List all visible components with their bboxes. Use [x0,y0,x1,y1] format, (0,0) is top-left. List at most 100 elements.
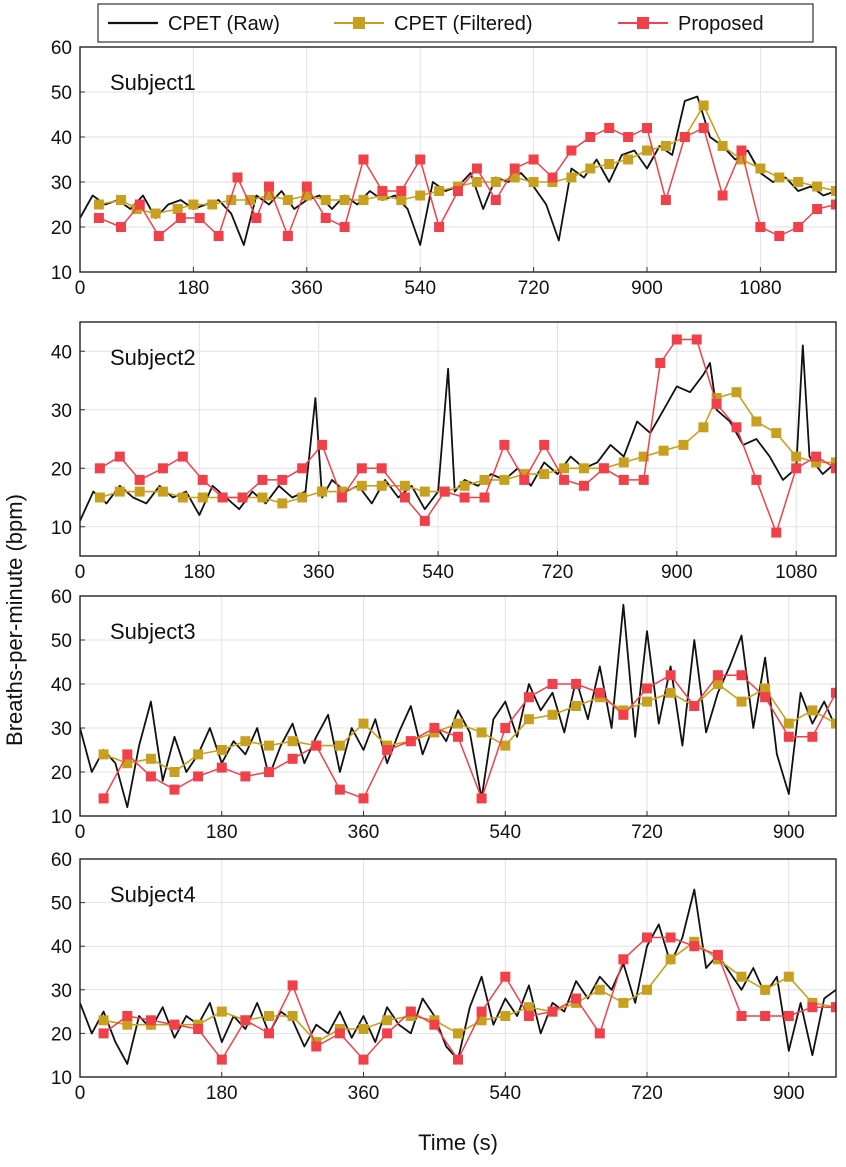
data-point-proposed [831,1002,836,1013]
y-tick-label: 40 [51,128,72,149]
legend-item-proposed: Proposed [618,13,764,35]
x-tick-label: 0 [75,822,86,843]
data-point-cpet-filtered [490,177,501,187]
data-point-cpet-filtered [301,190,312,201]
x-tick-label: 540 [404,278,436,299]
data-point-cpet-filtered [193,749,204,760]
data-point-proposed [434,222,445,232]
data-point-proposed [382,1028,393,1039]
data-point-proposed [774,231,785,241]
data-point-cpet-filtered [658,445,669,456]
data-point-cpet-filtered [134,486,145,497]
data-point-proposed [642,932,652,943]
series-group [80,334,836,538]
data-point-proposed [382,745,393,755]
data-point-proposed [453,186,463,196]
data-point-proposed [528,154,539,165]
data-point-proposed [736,670,747,681]
y-tick-label: 50 [51,894,72,915]
data-point-proposed [145,1015,156,1026]
data-point-proposed [399,492,410,503]
data-point-proposed [177,451,188,462]
y-tick-label: 40 [51,937,72,958]
data-point-cpet-filtered [197,492,208,503]
data-point-proposed [98,793,109,804]
data-point-proposed [812,204,823,214]
data-point-proposed [500,723,511,733]
data-point-cpet-filtered [358,718,369,729]
panel-label: Subject1 [110,70,196,95]
data-point-cpet-filtered [774,172,785,183]
y-tick-label: 10 [51,807,72,828]
y-tick-label: 40 [51,675,72,696]
data-point-proposed [240,1015,251,1026]
data-point-proposed [358,1054,369,1065]
data-point-proposed [831,463,836,474]
data-point-cpet-filtered [396,195,407,205]
y-tick-label: 50 [51,83,72,104]
y-tick-label: 20 [51,1024,72,1045]
data-point-proposed [660,195,671,205]
data-point-cpet-filtered [476,1015,487,1026]
x-tick-label: 1080 [775,562,817,583]
data-point-cpet-filtered [257,492,268,503]
data-point-proposed [783,1011,794,1021]
plot-area [80,859,836,1077]
data-point-cpet-filtered [264,740,274,751]
data-point-proposed [264,1028,274,1039]
x-tick-label: 360 [291,278,323,299]
data-point-proposed [698,123,709,133]
plot-area [80,47,836,272]
data-point-cpet-filtered [771,428,782,439]
data-point-proposed [547,679,558,689]
x-tick-label: 900 [631,278,663,299]
data-point-cpet-filtered [499,474,510,485]
data-point-proposed [559,474,570,485]
data-point-cpet-filtered [172,204,183,214]
data-point-cpet-filtered [831,186,836,196]
data-point-proposed [471,163,482,174]
data-point-cpet-filtered [93,199,104,210]
data-point-proposed [712,670,723,681]
x-tick-label: 720 [542,562,574,583]
data-point-proposed [831,199,836,210]
data-point-proposed [287,753,298,764]
data-point-proposed [415,154,426,165]
y-tick-label: 40 [51,342,72,363]
data-point-proposed [429,723,440,733]
x-tick-label: 180 [206,822,238,843]
data-point-cpet-filtered [382,1015,393,1026]
data-point-proposed [476,793,487,804]
data-point-cpet-filtered [509,172,520,183]
x-tick-label: 0 [75,562,86,583]
data-point-proposed [791,463,802,474]
data-point-proposed [193,771,204,782]
panel-3: 0 180 360 540 720 900 10 20 30 40 50 60 Subject3 [51,587,837,843]
data-point-cpet-filtered [793,177,804,187]
data-point-proposed [731,422,742,433]
data-point-proposed [807,1002,818,1013]
x-axis-title: Time (s) [418,1130,498,1155]
panel-label: Subject3 [110,619,196,644]
legend-item-filtered: CPET (Filtered) [334,13,533,35]
data-point-cpet-filtered [623,154,634,165]
data-point-cpet-filtered [660,141,671,151]
data-point-proposed [751,474,762,485]
data-point-proposed [175,213,186,223]
data-point-proposed [547,1006,558,1017]
data-point-cpet-filtered [336,486,347,497]
data-point-proposed [277,474,288,485]
legend-marker-filtered [353,17,365,29]
y-tick-label: 30 [51,719,72,740]
data-point-cpet-filtered [547,709,558,720]
data-point-cpet-filtered [618,997,629,1008]
data-point-proposed [479,492,490,503]
data-point-proposed [358,154,369,165]
data-point-proposed [317,439,328,450]
legend-label-proposed: Proposed [678,13,764,35]
data-point-proposed [566,145,577,156]
legend-marker-proposed [637,17,649,29]
data-point-cpet-filtered [334,740,345,751]
data-point-cpet-filtered [277,498,288,509]
